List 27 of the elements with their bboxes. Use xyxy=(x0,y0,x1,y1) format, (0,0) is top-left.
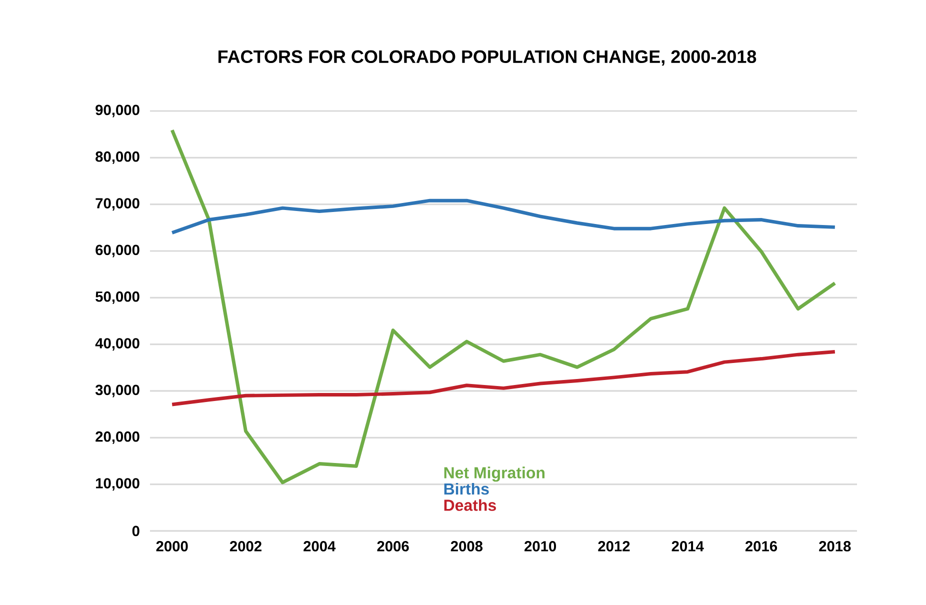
y-tick-label: 0 xyxy=(132,526,140,536)
line-series xyxy=(170,350,837,406)
y-tick-label: 30,000 xyxy=(95,384,140,398)
x-tick-label: 2008 xyxy=(450,541,483,552)
x-tick-label: 2010 xyxy=(524,541,556,552)
line-series xyxy=(170,128,837,484)
text: Births xyxy=(444,482,489,495)
line-series xyxy=(170,198,837,235)
y-tick-label: 40,000 xyxy=(95,338,140,351)
y-tick-label: 60,000 xyxy=(96,244,140,258)
x-tick-label: 2000 xyxy=(156,541,188,552)
x-tick-label: 2006 xyxy=(377,541,409,552)
chart-title: FACTORS FOR COLORADO POPULATION CHANGE, 2000-2018 xyxy=(218,50,756,66)
text: Net Migration xyxy=(444,466,544,482)
y-tick-label: 70,000 xyxy=(96,198,140,211)
y-tick-label: 20,000 xyxy=(96,431,140,444)
y-tick-label: 50,000 xyxy=(96,291,140,304)
x-tick-label: 2014 xyxy=(672,541,704,552)
x-tick-label: 2002 xyxy=(230,541,262,552)
text: Deaths xyxy=(444,499,496,511)
x-tick-label: 2004 xyxy=(304,541,336,552)
x-tick-label: 2012 xyxy=(598,541,630,552)
y-tick-label: 10,000 xyxy=(96,478,140,491)
x-tick-label: 2018 xyxy=(819,541,851,552)
x-tick-label: 2016 xyxy=(745,541,778,552)
y-tick-label: 90,000 xyxy=(96,104,140,118)
y-tick-label: 80,000 xyxy=(96,151,140,164)
